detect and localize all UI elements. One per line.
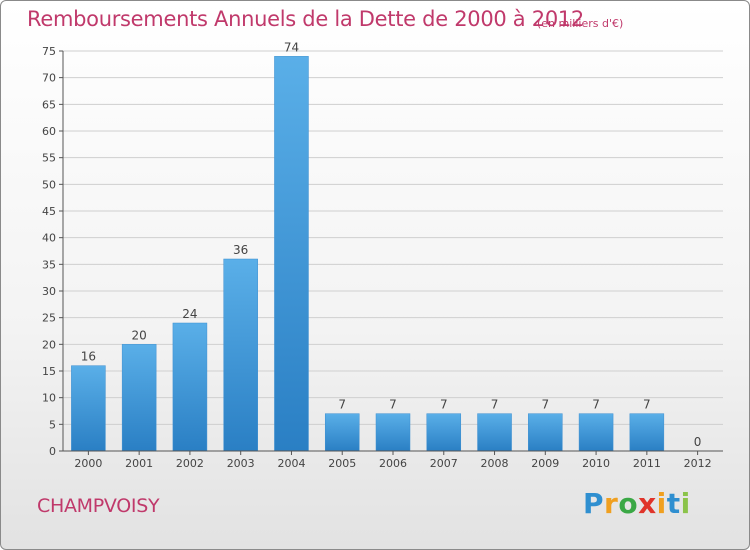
bar-value-label: 36	[233, 243, 248, 257]
y-tick-label: 25	[42, 312, 56, 325]
bar-value-label: 7	[389, 398, 397, 412]
y-tick-label: 5	[49, 418, 56, 431]
bar	[172, 322, 208, 452]
bar	[477, 413, 512, 452]
logo-letter: P	[583, 487, 605, 520]
y-tick-label: 0	[49, 445, 56, 458]
y-tick-label: 15	[42, 365, 56, 378]
logo-letter: o	[618, 487, 639, 520]
y-tick-label: 75	[42, 45, 56, 58]
x-tick-label: 2006	[379, 457, 407, 470]
bar	[324, 413, 360, 452]
x-tick-label: 2000	[74, 457, 102, 470]
x-tick-label: 2009	[531, 457, 559, 470]
bar-value-label: 24	[182, 307, 197, 321]
x-tick-label: 2003	[227, 457, 255, 470]
x-tick-label: 2012	[684, 457, 712, 470]
y-tick-label: 50	[42, 178, 56, 191]
logo-letter: i	[656, 487, 667, 520]
bar	[578, 413, 614, 452]
bar	[629, 413, 665, 452]
x-tick-label: 2010	[582, 457, 610, 470]
logo-letter: x	[638, 487, 657, 520]
bar-value-label: 74	[284, 40, 299, 54]
bar	[426, 413, 462, 452]
bar-value-label: 20	[132, 328, 147, 342]
bar-value-label: 0	[694, 435, 702, 449]
x-tick-label: 2011	[633, 457, 661, 470]
x-tick-label: 2004	[277, 457, 305, 470]
logo-letter: i	[680, 487, 691, 520]
y-tick-label: 10	[42, 392, 56, 405]
logo-letter: r	[604, 487, 619, 520]
chart-subtitle: (en milliers d'€)	[537, 17, 624, 30]
bar	[375, 413, 411, 452]
y-tick-label: 70	[42, 72, 56, 85]
bar-value-label: 16	[81, 350, 96, 364]
logo-letter: t	[666, 487, 681, 520]
x-tick-label: 2008	[481, 457, 509, 470]
bar	[274, 56, 309, 452]
x-tick-label: 2005	[328, 457, 356, 470]
y-tick-label: 30	[42, 285, 56, 298]
bar-value-label: 7	[592, 398, 600, 412]
y-tick-label: 60	[42, 125, 56, 138]
bar-value-label: 7	[338, 398, 346, 412]
bar-value-label: 7	[440, 398, 448, 412]
y-tick-label: 20	[42, 338, 56, 351]
bar	[223, 258, 258, 452]
y-tick-label: 65	[42, 98, 56, 111]
x-tick-label: 2001	[125, 457, 153, 470]
chart-title: Remboursements Annuels de la Dette de 20…	[27, 7, 584, 31]
x-tick-label: 2002	[176, 457, 204, 470]
commune-name: CHAMPVOISY	[37, 495, 160, 517]
data-labels: 16 20 24 36 74 7 7 7 7 7 7 7 0	[81, 40, 702, 449]
bar	[528, 413, 563, 452]
bar-value-label: 7	[541, 398, 549, 412]
proxiti-logo[interactable]: Proxiti	[583, 487, 691, 520]
y-tick-label: 35	[42, 258, 56, 271]
y-tick-label: 40	[42, 232, 56, 245]
y-tick-label: 55	[42, 152, 56, 165]
bar-value-label: 7	[643, 398, 651, 412]
grid-lines	[63, 50, 723, 425]
y-tick-label: 45	[42, 205, 56, 218]
bars	[71, 56, 665, 452]
bar-value-label: 7	[491, 398, 499, 412]
bar	[121, 344, 157, 452]
x-tick-label: 2007	[430, 457, 458, 470]
bar	[71, 365, 106, 452]
